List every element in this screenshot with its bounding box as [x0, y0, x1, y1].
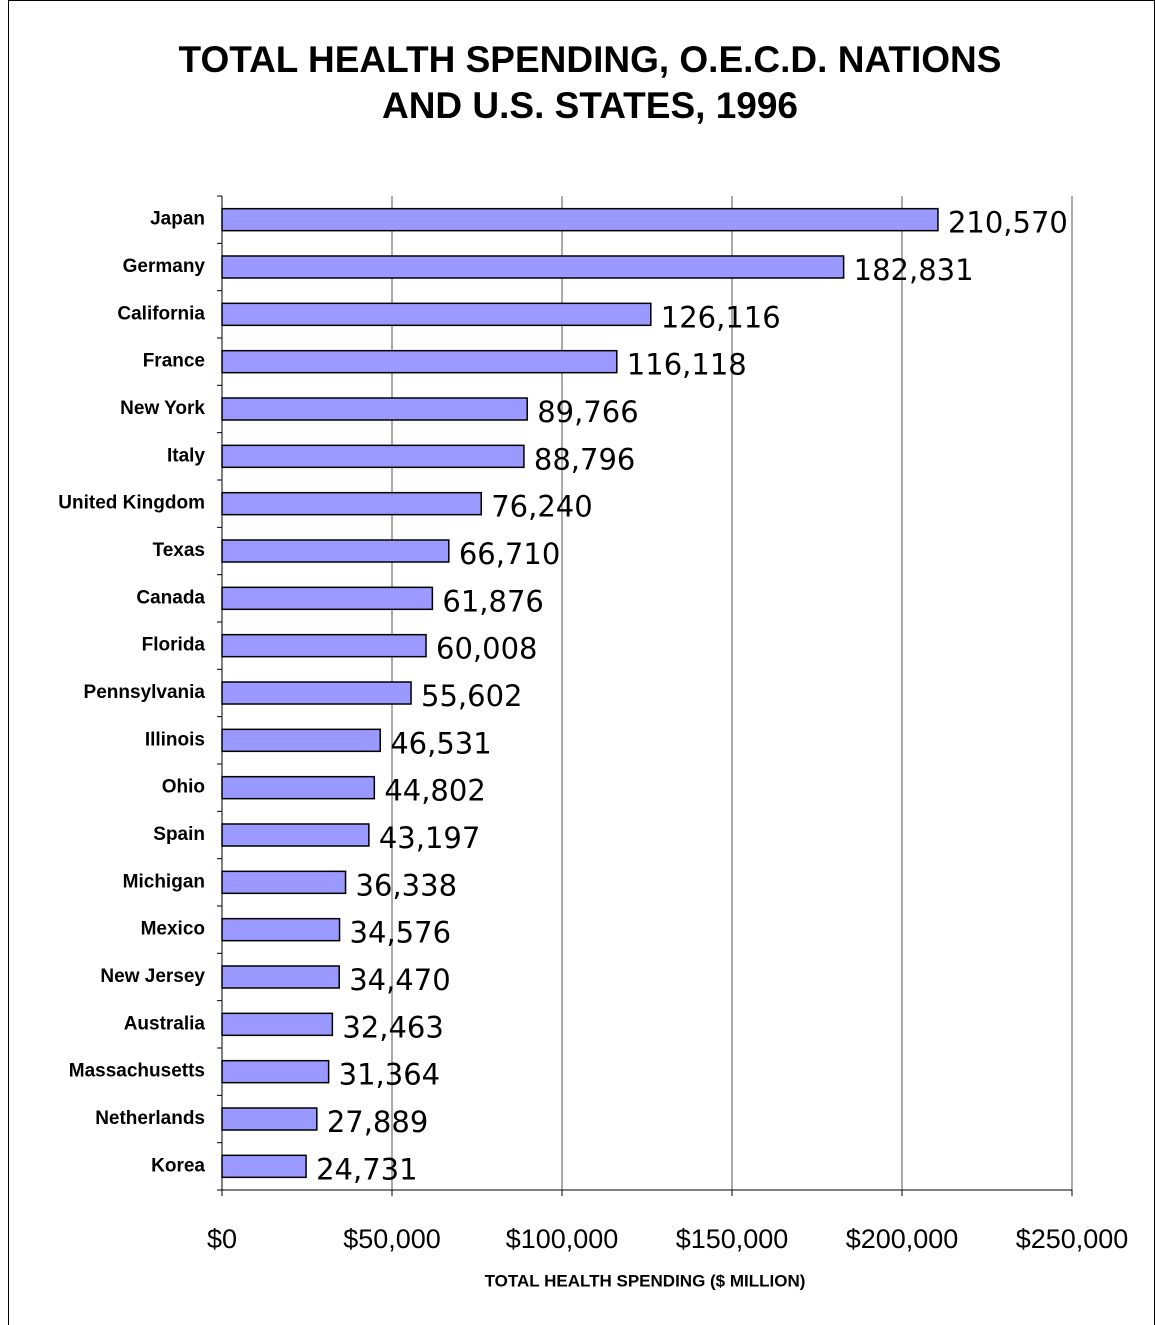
- y-tick-label: Mexico: [141, 919, 205, 940]
- y-tick-label: Texas: [153, 540, 205, 561]
- value-label: 126,116: [661, 300, 781, 334]
- value-label: 116,118: [627, 348, 747, 382]
- y-tick-label: United Kingdom: [58, 493, 205, 514]
- y-tick-label: New Jersey: [100, 966, 205, 987]
- bar: [221, 586, 434, 611]
- y-tick-label: Pennsylvania: [84, 682, 206, 703]
- bar: [221, 207, 939, 232]
- bar: [221, 823, 370, 847]
- x-tick-label: $200,000: [846, 1224, 959, 1254]
- x-tick-label: $250,000: [1016, 1224, 1129, 1254]
- value-label: 27,889: [327, 1105, 428, 1139]
- value-label: 88,796: [534, 442, 635, 476]
- y-tick-label: California: [117, 303, 205, 324]
- bar: [221, 491, 482, 516]
- bar: [221, 870, 347, 895]
- bar: [221, 539, 450, 563]
- value-label: 76,240: [491, 490, 592, 524]
- chart-title: AND U.S. STATES, 1996: [382, 85, 798, 126]
- y-tick-label: Netherlands: [95, 1108, 205, 1129]
- x-axis-title: TOTAL HEALTH SPENDING ($ MILLION): [485, 1271, 806, 1290]
- y-tick-label: France: [143, 351, 205, 372]
- bar: [221, 681, 412, 705]
- x-tick-label: $150,000: [676, 1224, 789, 1254]
- value-label: 34,470: [349, 963, 450, 997]
- y-tick-label: Illinois: [145, 729, 205, 750]
- y-tick-label: Florida: [142, 635, 206, 656]
- value-label: 210,570: [948, 206, 1068, 240]
- value-label: 46,531: [390, 726, 491, 760]
- bar: [221, 1154, 307, 1179]
- value-label: 89,766: [537, 395, 638, 429]
- bar: [221, 349, 618, 374]
- bar: [221, 1107, 318, 1131]
- bar: [221, 728, 381, 753]
- y-tick-label: Spain: [153, 824, 205, 845]
- value-label: 31,364: [339, 1058, 440, 1092]
- x-tick-label: $0: [207, 1224, 237, 1254]
- value-label: 34,576: [350, 916, 451, 950]
- bar: [221, 917, 341, 942]
- bar: [221, 255, 845, 279]
- value-label: 61,876: [442, 584, 543, 618]
- x-tick-label: $100,000: [506, 1224, 619, 1254]
- value-label: 182,831: [854, 253, 974, 287]
- y-tick-label: Canada: [136, 587, 205, 608]
- bar: [221, 397, 528, 421]
- bar: [221, 1059, 330, 1084]
- value-label: 32,463: [342, 1010, 443, 1044]
- bar: [221, 444, 525, 469]
- y-tick-label: Massachusetts: [69, 1061, 205, 1082]
- y-tick-label: Japan: [150, 209, 205, 230]
- y-tick-label: Australia: [124, 1013, 206, 1034]
- bar: [221, 633, 427, 658]
- bar: [221, 775, 376, 800]
- value-label: 44,802: [384, 774, 485, 808]
- chart-title: TOTAL HEALTH SPENDING, O.E.C.D. NATIONS: [179, 39, 1002, 80]
- value-label: 66,710: [459, 537, 560, 571]
- value-label: 24,731: [316, 1152, 417, 1186]
- y-tick-label: Korea: [151, 1155, 205, 1176]
- value-label: 43,197: [379, 821, 480, 855]
- value-label: 55,602: [421, 679, 522, 713]
- bar: [221, 302, 652, 327]
- value-label: 36,338: [356, 868, 457, 902]
- bar: [221, 1012, 334, 1037]
- y-tick-label: New York: [120, 398, 205, 419]
- value-label: 60,008: [436, 632, 537, 666]
- x-tick-label: $50,000: [343, 1224, 441, 1254]
- y-tick-label: Germany: [123, 256, 206, 277]
- y-tick-label: Michigan: [123, 871, 205, 892]
- y-tick-label: Italy: [167, 445, 205, 466]
- bar: [221, 965, 340, 989]
- y-tick-label: Ohio: [162, 777, 205, 798]
